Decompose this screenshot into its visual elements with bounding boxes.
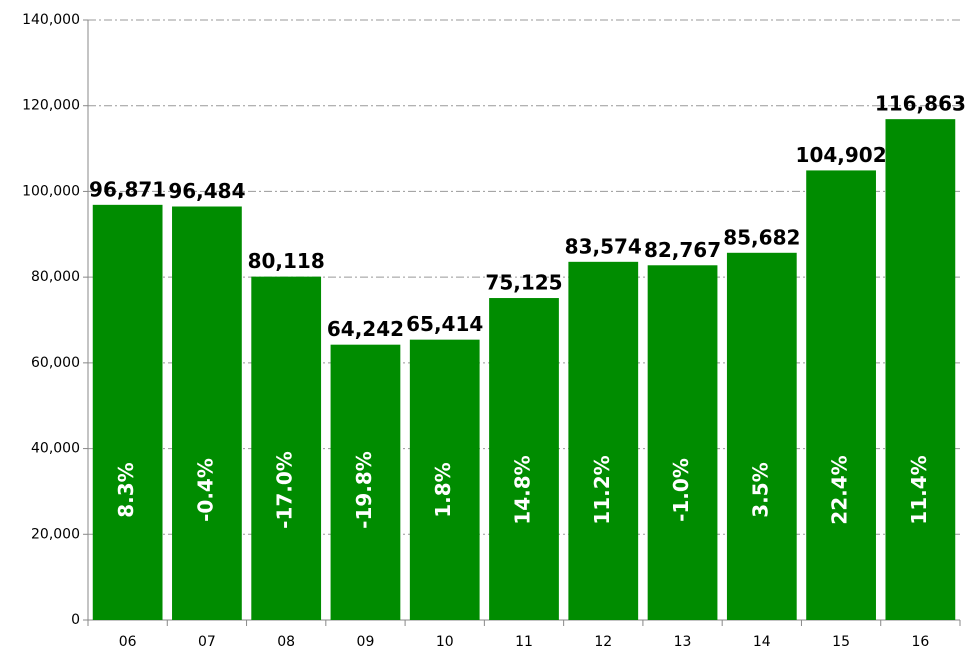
value-label: 116,863 [875,92,966,116]
bar [806,170,876,621]
value-label: 82,767 [644,238,721,262]
growth-label: 8.3% [114,462,138,517]
y-tick-label: 120,000 [22,98,80,114]
bar [409,339,480,620]
y-tick-label: 60,000 [31,355,80,371]
bar [172,206,242,621]
value-label: 85,682 [723,225,800,249]
value-label: 96,484 [168,179,245,203]
y-tick-label: 140,000 [22,12,80,28]
growth-label: 11.4% [907,455,931,524]
x-tick-label: 13 [674,634,692,650]
x-tick-label: 08 [277,634,295,650]
y-tick-label: 40,000 [31,441,80,457]
value-label: 104,902 [796,143,887,167]
growth-label: -17.0% [273,451,297,529]
growth-label: 3.5% [748,462,772,517]
y-tick-label: 80,000 [31,269,80,285]
value-label: 64,242 [327,317,404,341]
x-tick-label: 07 [198,634,216,650]
bar [92,204,163,621]
x-tick-label: 06 [119,634,137,650]
value-label: 83,574 [565,234,642,258]
x-tick-label: 09 [357,634,375,650]
bar [489,298,559,620]
bar [251,276,322,620]
x-tick-label: 12 [594,634,612,650]
x-tick-label: 15 [832,634,850,650]
y-tick-label: 100,000 [22,183,80,199]
growth-label: 14.8% [511,455,535,524]
y-tick-label: 20,000 [31,526,80,542]
growth-label: -19.8% [352,451,376,529]
value-label: 96,871 [89,177,166,201]
x-tick-label: 16 [911,634,929,650]
value-label: 80,118 [248,249,325,273]
growth-label: -0.4% [193,458,217,522]
growth-label: 1.8% [431,462,455,517]
value-label: 75,125 [485,271,562,295]
value-label: 65,414 [406,312,483,336]
bar [726,252,797,620]
x-tick-label: 11 [515,634,533,650]
growth-label: 22.4% [828,455,852,524]
bar [885,119,956,620]
bar [647,265,718,620]
bar [330,344,401,620]
x-tick-label: 14 [753,634,771,650]
growth-label: -1.0% [669,458,693,522]
x-tick-label: 10 [436,634,454,650]
y-tick-label: 0 [71,612,80,628]
growth-label: 11.2% [590,455,614,524]
bar [568,261,639,620]
